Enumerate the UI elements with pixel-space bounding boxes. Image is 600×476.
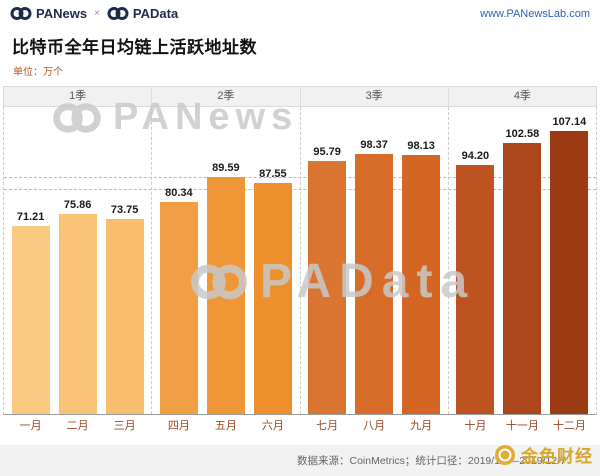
bar <box>355 154 394 414</box>
bar <box>503 143 542 414</box>
bar <box>58 213 97 414</box>
month-label: 三月 <box>113 420 136 432</box>
month-label: 六月 <box>261 420 284 432</box>
bar-value-label: 80.34 <box>165 186 193 199</box>
month-label: 九月 <box>410 420 433 432</box>
bar <box>308 161 347 414</box>
month-label: 十二月 <box>552 420 586 432</box>
bar-slot: 95.79 <box>308 146 347 414</box>
month-label: 一月 <box>19 420 42 432</box>
bar-value-label: 98.13 <box>407 139 435 152</box>
quarter-column: 71.21 75.86 73.75 <box>4 107 153 414</box>
chart: 1季 2季 3季 4季 71.21 75.86 73.75 80.34 89.59 87.55 9… <box>3 86 597 415</box>
plot-area: 71.21 75.86 73.75 80.34 89.59 87.55 95.79 98.37… <box>3 107 597 415</box>
panews-logo: PANews <box>10 6 87 21</box>
month-label: 五月 <box>214 420 237 432</box>
bar-slot: 89.59 <box>206 162 245 414</box>
quarter-band: 1季 2季 3季 4季 <box>3 86 597 107</box>
bar-value-label: 94.20 <box>461 150 490 163</box>
month-label: 二月 <box>66 420 89 432</box>
bar <box>402 154 441 414</box>
month-label-group: 七月 八月 九月 <box>301 415 449 437</box>
bar <box>456 165 495 414</box>
quarter-column: 94.20 102.58 107.14 <box>449 107 596 414</box>
quarter-label: 3季 <box>301 87 449 106</box>
bar-slot: 98.13 <box>402 139 441 414</box>
month-label: 十月 <box>464 420 487 432</box>
bar-slot: 87.55 <box>253 167 292 414</box>
bar <box>11 226 50 414</box>
bar-slot: 71.21 <box>11 211 50 414</box>
bar-slot: 98.37 <box>355 139 394 414</box>
jinse-logo-icon <box>495 444 515 465</box>
bar-value-label: 98.37 <box>360 139 388 152</box>
month-label: 七月 <box>316 420 339 432</box>
bar <box>550 131 589 414</box>
bar-value-label: 102.58 <box>505 128 540 141</box>
bar-value-label: 107.14 <box>552 116 587 129</box>
bar-slot: 75.86 <box>58 198 97 414</box>
month-label: 四月 <box>167 420 190 432</box>
panews-brand-text: PANews <box>36 6 88 21</box>
website-link[interactable]: www.PANewsLab.com <box>480 7 590 20</box>
bar-value-label: 87.55 <box>259 167 287 180</box>
brand-separator: × <box>94 8 100 19</box>
quarter-label: 4季 <box>513 90 531 102</box>
month-label-group: 十月 十一月 十二月 <box>449 415 596 437</box>
month-label-group: 四月 五月 六月 <box>152 415 300 437</box>
jinse-watermark: 金色财经 <box>494 442 593 467</box>
bar-value-label: 73.75 <box>110 204 139 217</box>
padata-logo: PAData <box>107 6 178 21</box>
bar-slot: 107.14 <box>550 116 589 414</box>
bar-slot: 80.34 <box>159 186 198 414</box>
bar <box>206 177 245 414</box>
header: PANews × PAData www.PANewsLab.com <box>0 0 600 27</box>
padata-logo-icon <box>107 7 129 20</box>
padata-brand-text: PAData <box>132 6 179 21</box>
bar-value-label: 71.21 <box>16 211 45 224</box>
bar <box>253 182 292 414</box>
months-row: 一月 二月 三月 四月 五月 六月 七月 八月 九月 十月 十一月 十二月 <box>3 415 597 437</box>
bar-slot: 94.20 <box>456 150 495 414</box>
bar-value-label: 95.79 <box>313 146 341 159</box>
jinse-watermark-text: 金色财经 <box>521 447 593 466</box>
month-label: 十一月 <box>505 420 539 432</box>
bar <box>159 201 198 414</box>
quarter-column: 95.79 98.37 98.13 <box>301 107 449 414</box>
bar-slot: 102.58 <box>503 128 542 414</box>
bar <box>105 219 144 414</box>
month-label-group: 一月 二月 三月 <box>4 415 152 437</box>
page-title: 比特币全年日均链上活跃地址数 <box>12 38 257 57</box>
month-label: 八月 <box>363 420 386 432</box>
bar-slot: 73.75 <box>105 204 144 414</box>
quarter-label: 1季 <box>4 87 153 106</box>
quarter-label: 2季 <box>152 87 301 106</box>
bar-value-label: 89.59 <box>212 162 240 175</box>
unit-label: 单位：万个 <box>13 67 63 78</box>
bar-value-label: 75.86 <box>63 198 92 211</box>
panews-logo-icon <box>10 7 32 20</box>
quarter-column: 80.34 89.59 87.55 <box>152 107 301 414</box>
